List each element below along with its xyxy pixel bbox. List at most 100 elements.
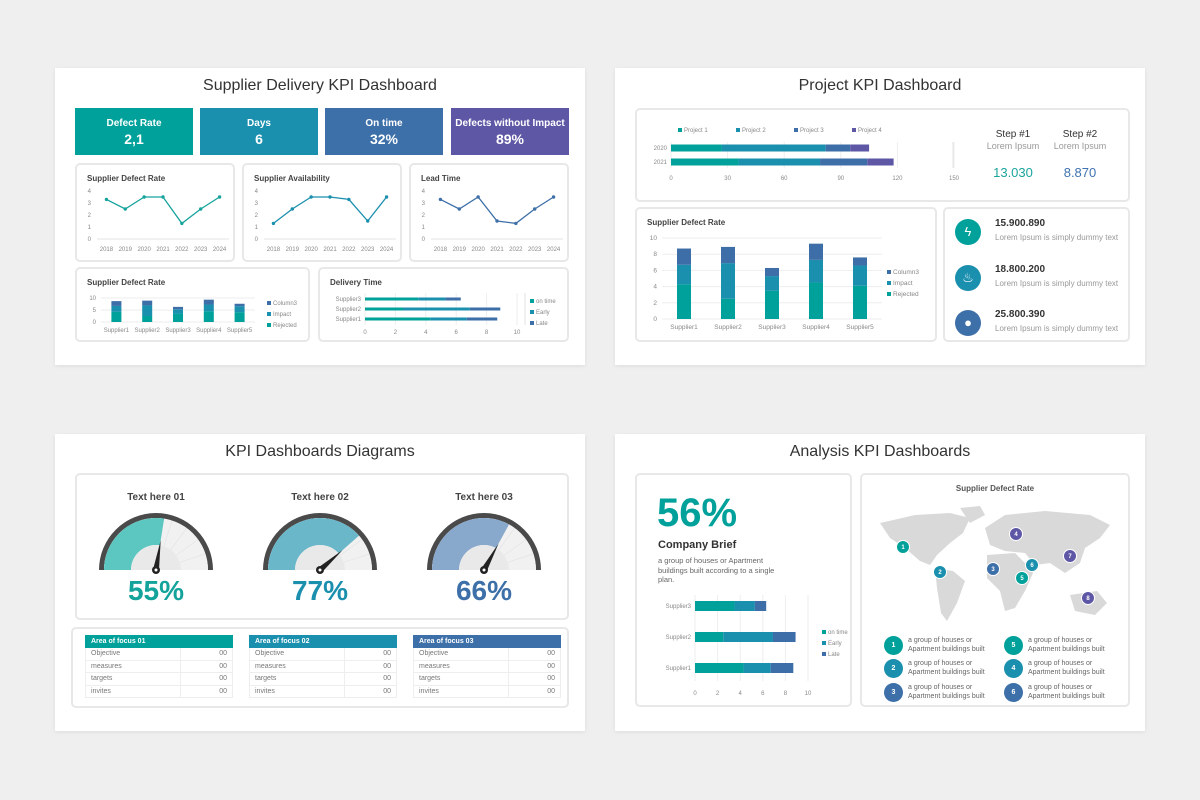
y-tick-label: 6 bbox=[653, 267, 657, 274]
x-tick-label: 30 bbox=[724, 176, 731, 182]
legend-text: a group of houses or Apartment buildings… bbox=[908, 660, 985, 676]
step-label: Step #1 bbox=[995, 129, 1031, 140]
gauge-tick bbox=[170, 527, 187, 550]
data-point bbox=[161, 195, 165, 199]
bar-segment bbox=[738, 158, 821, 166]
legend-swatch bbox=[530, 299, 534, 303]
row-value: 00 bbox=[383, 687, 391, 695]
data-point bbox=[457, 207, 461, 211]
x-tick-label: Supplier1 bbox=[670, 324, 698, 331]
table-row: measures 00 bbox=[413, 660, 561, 673]
y-tick-label: 1 bbox=[255, 225, 259, 231]
bar-segment bbox=[234, 303, 245, 307]
gauge-pivot-dot bbox=[154, 568, 158, 572]
legend-label: Project 4 bbox=[858, 128, 882, 134]
x-tick-label: 2018 bbox=[434, 247, 448, 253]
gauge-tick bbox=[340, 539, 363, 556]
stacked-hbar-chart: 0 2 4 6 8 10 Supplier3 Supplier2 Supplier1 on tim… bbox=[666, 595, 848, 697]
row-label: measures bbox=[86, 660, 181, 672]
legend-label: on time bbox=[828, 630, 848, 636]
slide-title: Project KPI Dashboard bbox=[798, 77, 962, 94]
table-header: Area of focus 01 bbox=[85, 635, 233, 648]
gauge-percent: 55% bbox=[127, 575, 185, 606]
legend-label: Rejected bbox=[893, 291, 919, 298]
legend-label: Project 3 bbox=[800, 128, 824, 134]
bar-segment bbox=[770, 663, 794, 673]
chart-card-defect-rate: 0 1 2 3 4 2018 2019 2020 2021 2022 2023 2024 Suppli… bbox=[75, 163, 235, 262]
bar-segment bbox=[721, 263, 735, 299]
gauge-needle bbox=[318, 550, 343, 573]
row-label: Objective bbox=[414, 648, 509, 660]
x-tick-label: 6 bbox=[455, 330, 459, 336]
legend-swatch bbox=[530, 321, 534, 325]
data-point bbox=[290, 207, 294, 211]
brief-title: Company Brief bbox=[658, 539, 737, 551]
map-marker[interactable]: 1 bbox=[896, 540, 910, 554]
row-value: 00 bbox=[383, 662, 391, 670]
kpi-days: Days 6 bbox=[200, 108, 318, 155]
kpi-value: 6 bbox=[255, 131, 263, 147]
y-category-label: Supplier3 bbox=[666, 604, 692, 610]
row-value: 00 bbox=[547, 687, 555, 695]
gauge-label: Text here 01 bbox=[127, 492, 185, 503]
x-tick-label: 2021 bbox=[156, 247, 170, 253]
y-tick-label: 0 bbox=[88, 237, 92, 243]
kpi-value: 2,1 bbox=[124, 131, 144, 147]
map-marker[interactable]: 8 bbox=[1081, 591, 1095, 605]
kpi-label: Defects without Impact bbox=[455, 118, 565, 129]
x-tick-label: 2021 bbox=[323, 247, 337, 253]
bar-segment bbox=[469, 307, 501, 311]
bar-segment bbox=[418, 297, 446, 301]
map-marker[interactable]: 7 bbox=[1063, 549, 1077, 563]
x-tick-label: 60 bbox=[781, 176, 788, 182]
map-marker[interactable]: 2 bbox=[933, 565, 947, 579]
gauge-needle bbox=[153, 540, 161, 571]
row-value: 00 bbox=[547, 650, 555, 657]
bar-segment bbox=[765, 290, 779, 319]
kpi-label: Defect Rate bbox=[106, 118, 162, 129]
x-tick-label: 10 bbox=[514, 330, 521, 336]
bar-segment bbox=[365, 297, 419, 301]
gauge-tick bbox=[179, 553, 206, 563]
y-tick-label: 0 bbox=[93, 320, 97, 326]
map-marker[interactable]: 6 bbox=[1025, 558, 1039, 572]
map-marker[interactable]: 3 bbox=[986, 562, 1000, 576]
x-tick-label: 6 bbox=[761, 691, 765, 697]
x-tick-label: 2 bbox=[716, 691, 720, 697]
chart-card-defect-bars: 0 5 10 Supplier1 Supplier2 Supplier3 Supplier4… bbox=[75, 267, 310, 342]
stat-row: ϟ 15.900.890 Lorem Ipsum is simply dummy t… bbox=[955, 218, 1130, 249]
row-label: Objective bbox=[250, 648, 345, 660]
map-marker[interactable]: 4 bbox=[1009, 527, 1023, 541]
legend-label: Late bbox=[536, 321, 548, 327]
row-value: 00 bbox=[383, 675, 391, 682]
legend-label: Early bbox=[828, 641, 842, 647]
bar-segment bbox=[809, 243, 823, 260]
data-point bbox=[271, 221, 276, 226]
bar-segment bbox=[850, 144, 870, 152]
chart-card-lead-time: 0 1 2 3 4 2018 2019 2020 2021 2022 2023 2024 Lead T… bbox=[409, 163, 569, 262]
x-tick-label: 120 bbox=[892, 176, 903, 182]
row-label: Objective bbox=[86, 648, 181, 660]
bar-segment bbox=[111, 311, 122, 322]
step-1: Step #1 Lorem Ipsum 13.030 bbox=[973, 129, 1053, 180]
legend-label: Column3 bbox=[273, 301, 298, 307]
x-tick-label: Supplier2 bbox=[714, 324, 742, 331]
x-tick-label: 4 bbox=[424, 330, 428, 336]
bar-segment bbox=[765, 276, 779, 291]
legend-swatch bbox=[736, 128, 740, 132]
brief-text: a group of houses or Apartment buildings… bbox=[658, 556, 775, 584]
gauge-fill bbox=[268, 518, 360, 570]
row-label: invites bbox=[250, 685, 345, 697]
legend-number: 3 bbox=[884, 683, 903, 702]
gauge-pivot-dot bbox=[318, 568, 322, 572]
bar-segment bbox=[203, 299, 214, 305]
stat-row: ♨ 18.800.200 Lorem Ipsum is simply dummy t… bbox=[955, 264, 1130, 295]
data-point bbox=[384, 195, 389, 199]
row-value: 00 bbox=[547, 662, 555, 670]
bar-segment bbox=[203, 311, 214, 322]
focus-table: Area of focus 02 Objective 00 measures 00 tar… bbox=[249, 635, 397, 698]
x-tick-label: 150 bbox=[949, 176, 960, 182]
data-point bbox=[123, 207, 127, 211]
chart-title: Supplier Defect Rate bbox=[647, 218, 726, 227]
map-marker[interactable]: 5 bbox=[1015, 571, 1029, 585]
